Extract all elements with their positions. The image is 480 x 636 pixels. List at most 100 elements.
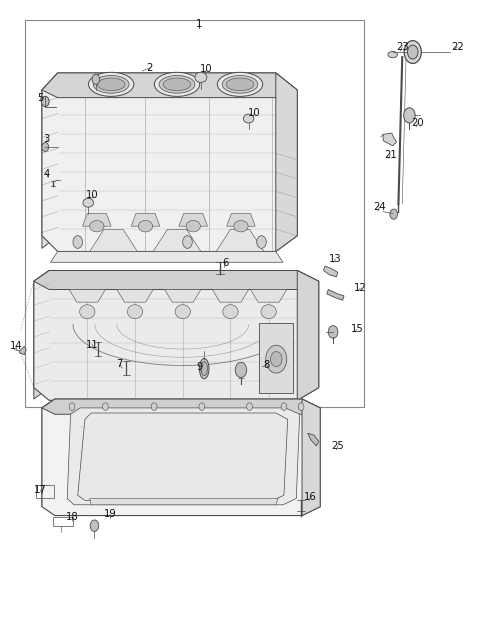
Ellipse shape — [138, 221, 153, 232]
Polygon shape — [276, 73, 297, 251]
Circle shape — [281, 403, 287, 410]
Ellipse shape — [97, 78, 125, 91]
Polygon shape — [42, 73, 58, 248]
Bar — [25, 20, 364, 406]
Text: 10: 10 — [200, 64, 213, 74]
Text: 7: 7 — [117, 359, 123, 370]
Polygon shape — [131, 214, 160, 226]
Polygon shape — [308, 433, 319, 446]
Ellipse shape — [226, 78, 254, 91]
Polygon shape — [34, 270, 319, 400]
Text: 24: 24 — [373, 202, 385, 212]
Text: 15: 15 — [350, 324, 363, 335]
Text: 25: 25 — [332, 441, 344, 451]
Circle shape — [199, 403, 204, 410]
Polygon shape — [42, 73, 297, 98]
Polygon shape — [34, 270, 49, 399]
Ellipse shape — [223, 305, 238, 319]
Polygon shape — [165, 289, 201, 302]
Polygon shape — [67, 408, 300, 505]
Ellipse shape — [93, 76, 129, 93]
Polygon shape — [90, 499, 278, 505]
Ellipse shape — [195, 73, 207, 83]
Text: 10: 10 — [248, 108, 261, 118]
Polygon shape — [251, 289, 287, 302]
Polygon shape — [327, 289, 344, 300]
Text: 23: 23 — [396, 42, 408, 52]
Ellipse shape — [88, 73, 134, 97]
Text: 17: 17 — [34, 485, 47, 495]
Text: 8: 8 — [263, 361, 269, 371]
Circle shape — [328, 326, 338, 338]
Text: 22: 22 — [451, 42, 464, 52]
Text: 16: 16 — [304, 492, 317, 502]
Polygon shape — [117, 289, 153, 302]
Ellipse shape — [83, 198, 94, 207]
Ellipse shape — [163, 78, 191, 91]
Ellipse shape — [234, 221, 248, 232]
Ellipse shape — [186, 221, 200, 232]
Polygon shape — [216, 230, 264, 251]
Circle shape — [73, 236, 83, 248]
Circle shape — [90, 520, 99, 532]
Polygon shape — [50, 251, 283, 262]
Polygon shape — [179, 214, 207, 226]
Bar — [53, 517, 73, 526]
Text: 3: 3 — [44, 134, 50, 144]
Ellipse shape — [159, 76, 195, 93]
Ellipse shape — [155, 73, 200, 97]
Circle shape — [69, 403, 75, 410]
Circle shape — [42, 142, 48, 151]
Text: 18: 18 — [66, 513, 78, 522]
Circle shape — [103, 403, 108, 410]
Ellipse shape — [199, 359, 209, 379]
Text: 10: 10 — [86, 190, 98, 200]
Ellipse shape — [80, 305, 95, 319]
Polygon shape — [42, 399, 320, 516]
Polygon shape — [212, 289, 249, 302]
Ellipse shape — [175, 305, 191, 319]
Polygon shape — [42, 73, 297, 251]
Text: 2: 2 — [146, 63, 153, 73]
Text: 9: 9 — [196, 363, 203, 373]
Polygon shape — [227, 214, 255, 226]
Circle shape — [92, 74, 100, 85]
Polygon shape — [69, 289, 106, 302]
Text: 5: 5 — [37, 93, 44, 102]
Polygon shape — [383, 133, 396, 146]
Polygon shape — [20, 347, 26, 355]
Text: 20: 20 — [411, 118, 424, 128]
Text: 13: 13 — [329, 254, 342, 264]
Circle shape — [235, 363, 247, 378]
Circle shape — [257, 236, 266, 248]
Polygon shape — [42, 399, 320, 414]
Circle shape — [247, 403, 252, 410]
Text: 12: 12 — [354, 283, 367, 293]
Ellipse shape — [388, 52, 397, 58]
Ellipse shape — [90, 221, 104, 232]
Ellipse shape — [222, 76, 258, 93]
Circle shape — [266, 345, 287, 373]
Circle shape — [404, 41, 421, 64]
Polygon shape — [153, 230, 201, 251]
Circle shape — [151, 403, 157, 410]
Polygon shape — [83, 214, 111, 226]
Circle shape — [298, 403, 304, 410]
Text: 6: 6 — [223, 258, 229, 268]
Ellipse shape — [217, 73, 263, 97]
Circle shape — [183, 236, 192, 248]
Ellipse shape — [243, 114, 254, 123]
Polygon shape — [90, 230, 137, 251]
Polygon shape — [42, 399, 55, 507]
Polygon shape — [78, 413, 288, 501]
Polygon shape — [34, 270, 319, 289]
Text: 1: 1 — [196, 18, 203, 29]
Ellipse shape — [127, 305, 143, 319]
Polygon shape — [297, 270, 319, 400]
Text: 4: 4 — [44, 169, 50, 179]
Circle shape — [404, 107, 415, 123]
Circle shape — [271, 352, 282, 367]
Ellipse shape — [261, 305, 276, 319]
Circle shape — [390, 209, 397, 219]
Text: 21: 21 — [384, 149, 396, 160]
